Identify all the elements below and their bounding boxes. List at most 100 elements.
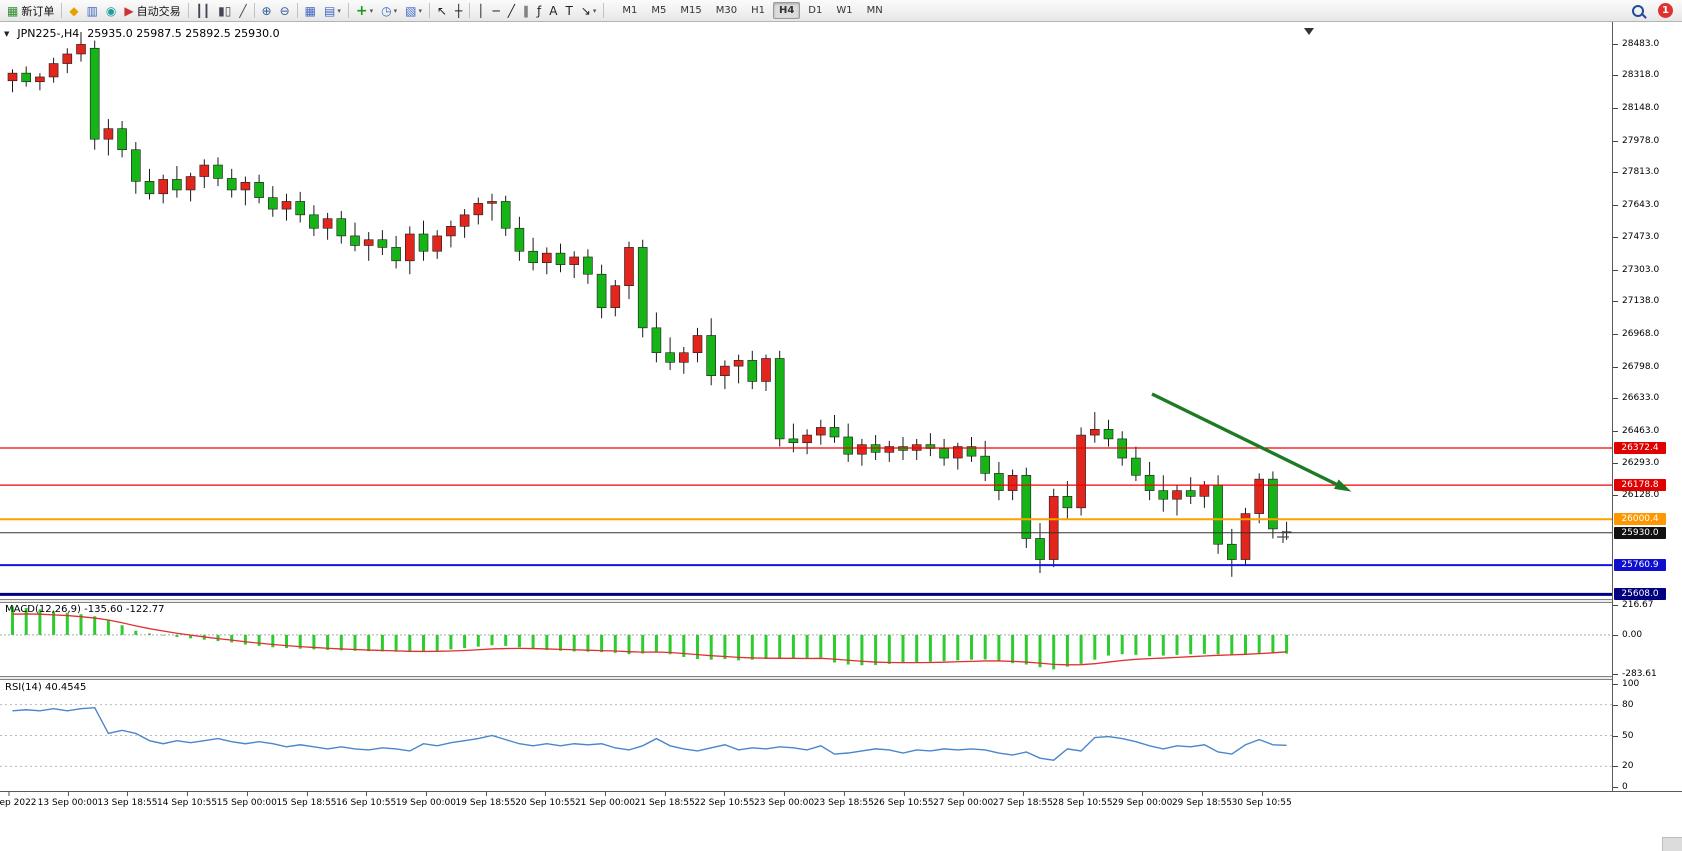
templates-icon[interactable]: ▧ ▾ bbox=[402, 1, 425, 20]
candle bbox=[295, 201, 306, 216]
autotrading-button-label: 自动交易 bbox=[136, 4, 181, 18]
chart-dropdown-icon[interactable]: ▼ bbox=[4, 29, 10, 38]
new-order-button[interactable]: ▦ 新订单 bbox=[4, 1, 57, 20]
trendline-icon: ╱ bbox=[507, 3, 515, 18]
price-tick: 27978.0 bbox=[1613, 135, 1659, 147]
candle bbox=[761, 358, 771, 382]
timeframe-H4[interactable]: H4 bbox=[772, 2, 801, 19]
line-chart-icon: ╱ bbox=[239, 3, 247, 18]
pane-splitter[interactable] bbox=[0, 676, 1682, 680]
time-axis-label: 21 Sep 18:55 bbox=[634, 792, 695, 808]
candle bbox=[624, 247, 634, 287]
search-button[interactable] bbox=[1629, 1, 1647, 20]
tile-windows-icon[interactable]: ▦ bbox=[302, 1, 319, 20]
candle bbox=[418, 233, 429, 252]
candle bbox=[569, 256, 580, 265]
crosshair-icon: ┼ bbox=[455, 3, 463, 18]
new-chart-icon[interactable]: ▤ ▾ bbox=[321, 1, 344, 20]
market-watch-icon: ◆ bbox=[69, 3, 79, 18]
current-price-badge: 25930.0 bbox=[1614, 526, 1666, 539]
candlestick-chart-icon[interactable]: ▮▯ bbox=[215, 1, 234, 20]
arrows-icon[interactable]: ↘ ▾ bbox=[578, 1, 600, 20]
timeframe-M5[interactable]: M5 bbox=[651, 5, 667, 16]
templates-icon: ▧ bbox=[405, 3, 417, 18]
candle bbox=[1131, 457, 1141, 476]
line-chart-icon[interactable]: ╱ bbox=[236, 1, 249, 20]
candle bbox=[528, 250, 538, 264]
candle bbox=[473, 203, 484, 216]
rsi-panel[interactable] bbox=[0, 680, 1612, 791]
candle bbox=[815, 427, 826, 436]
new-chart-icon: ▤ bbox=[324, 3, 336, 18]
label-icon[interactable]: T bbox=[562, 1, 575, 20]
timeframe-M30[interactable]: M30 bbox=[715, 5, 738, 16]
timeframe-M15[interactable]: M15 bbox=[680, 5, 702, 16]
timeframe-MN[interactable]: MN bbox=[866, 5, 883, 16]
zoom-out-icon: ⊖ bbox=[279, 3, 290, 18]
candle bbox=[1103, 429, 1114, 440]
macd-panel[interactable] bbox=[0, 603, 1612, 676]
time-axis-label: 14 Sep 10:55 bbox=[157, 792, 218, 808]
candle bbox=[1240, 513, 1251, 560]
symbol-period: JPN225-,H4 bbox=[17, 27, 80, 40]
market-watch-icon[interactable]: ◆ bbox=[66, 1, 81, 20]
candle bbox=[131, 149, 141, 182]
candle bbox=[117, 128, 127, 151]
price-axis[interactable]: 26372.4 26178.8 26000.4 25930.0 25760.9 25608… bbox=[1612, 22, 1682, 793]
crosshair-icon[interactable]: ┼ bbox=[452, 1, 465, 20]
cursor-icon[interactable]: ↖ bbox=[434, 1, 450, 20]
indicators-icon: + bbox=[355, 2, 368, 19]
candle bbox=[281, 201, 292, 210]
price-tick: 26293.0 bbox=[1613, 457, 1659, 469]
candle bbox=[76, 44, 86, 55]
candle bbox=[226, 178, 237, 191]
text-icon[interactable]: A bbox=[546, 1, 560, 20]
trendline-icon[interactable]: ╱ bbox=[505, 1, 518, 20]
channel-icon[interactable]: ∥ bbox=[520, 1, 532, 20]
bar-chart-icon[interactable]: ┃┃ bbox=[193, 1, 213, 20]
candle bbox=[706, 335, 717, 377]
timeframe-bar: M1 M5 M15 M30 H1 H4 D1 W1 MN bbox=[615, 2, 889, 19]
periods-icon[interactable]: ◷ ▾ bbox=[378, 1, 400, 20]
candle bbox=[1007, 474, 1018, 491]
timeframe-M1[interactable]: M1 bbox=[622, 5, 638, 16]
toolbar-separator bbox=[187, 3, 189, 18]
candle bbox=[1144, 474, 1155, 491]
timeframe-D1[interactable]: D1 bbox=[808, 5, 823, 16]
cursor-icon: ↖ bbox=[436, 3, 448, 18]
timeframe-H1[interactable]: H1 bbox=[751, 5, 765, 16]
indicators-icon[interactable]: + ▾ bbox=[353, 1, 376, 20]
fibonacci-icon: ƒ bbox=[536, 3, 542, 18]
autotrading-icon: ▶ bbox=[124, 3, 134, 18]
autotrading-button[interactable]: ▶ 自动交易 bbox=[121, 1, 183, 20]
timeframe-W1[interactable]: W1 bbox=[836, 5, 853, 16]
price-level-badge: 26000.4 bbox=[1614, 513, 1666, 526]
candle bbox=[459, 214, 470, 227]
data-window-icon[interactable]: ▥ bbox=[84, 1, 101, 20]
time-axis-label: 21 Sep 00:00 bbox=[574, 792, 636, 808]
trend-arrow-annotation bbox=[1151, 392, 1347, 491]
candle bbox=[21, 72, 32, 83]
candle bbox=[939, 448, 949, 459]
candle bbox=[254, 181, 264, 198]
time-axis-label: 19 Sep 18:55 bbox=[455, 792, 516, 808]
candle bbox=[857, 444, 867, 455]
price-chart[interactable] bbox=[0, 22, 1612, 599]
horizontal-line-icon[interactable]: ─ bbox=[490, 1, 503, 20]
candle bbox=[610, 285, 621, 309]
rsi-scale-label: 0 bbox=[1613, 781, 1628, 793]
candle bbox=[692, 335, 703, 354]
navigator-icon[interactable]: ◉ bbox=[103, 1, 119, 20]
candle bbox=[952, 446, 963, 459]
price-tick: 28318.0 bbox=[1613, 69, 1659, 81]
pane-splitter[interactable] bbox=[0, 599, 1682, 603]
vertical-line-icon[interactable]: │ bbox=[474, 1, 487, 20]
candle bbox=[7, 72, 18, 82]
fibonacci-icon[interactable]: ƒ bbox=[534, 1, 544, 20]
zoom-out-icon[interactable]: ⊖ bbox=[277, 1, 293, 20]
candle bbox=[678, 352, 689, 363]
zoom-in-icon[interactable]: ⊕ bbox=[259, 1, 275, 20]
notification-badge[interactable]: 1 bbox=[1658, 3, 1673, 18]
candle bbox=[843, 436, 854, 455]
